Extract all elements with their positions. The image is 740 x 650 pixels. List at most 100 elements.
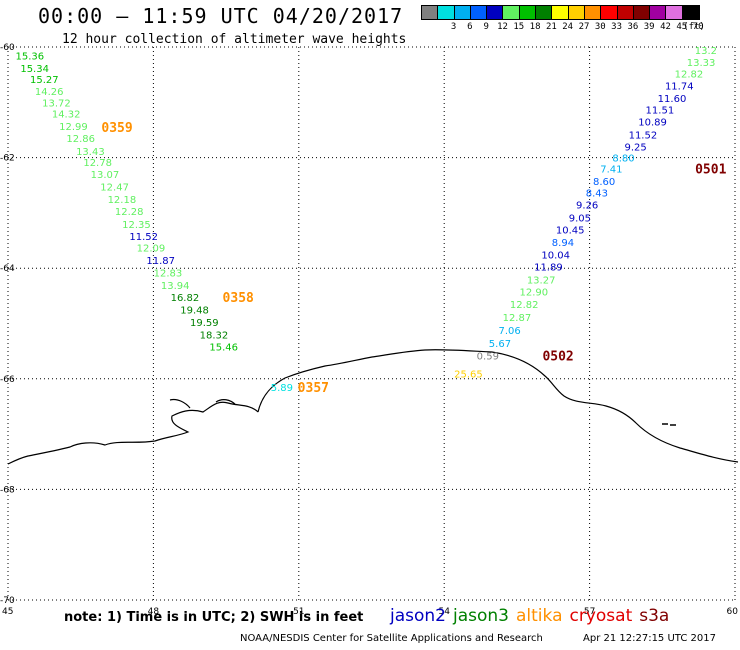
lon-tick-label: 57 bbox=[584, 607, 595, 617]
legend-label: 39 bbox=[643, 22, 655, 32]
legend-label: 15 bbox=[513, 22, 525, 32]
graticule bbox=[7, 46, 736, 601]
wave-height-value: 14.26 bbox=[35, 87, 64, 98]
wave-height-value: 10.04 bbox=[541, 250, 570, 261]
satellite-name: altika bbox=[516, 606, 563, 626]
map-subtitle: 12 hour collection of altimeter wave hei… bbox=[62, 32, 407, 47]
wave-height-value: 12.28 bbox=[115, 207, 144, 218]
legend-labels: 3 6 9 12 15 18 21 24 27 30 33 36 39 42 45 70 (ft) bbox=[421, 20, 705, 34]
wave-height-value: 11.52 bbox=[629, 130, 658, 141]
wave-height-value: 12.90 bbox=[520, 287, 549, 298]
map-title: 00:00 – 11:59 UTC 04/20/2017 bbox=[38, 4, 404, 28]
legend-label: 9 bbox=[483, 22, 489, 32]
wave-height-value: 12.82 bbox=[510, 300, 539, 311]
satellite-name: jason2 bbox=[390, 606, 446, 626]
wave-height-value: 10.45 bbox=[556, 225, 585, 236]
satellite-legend: jason2 jason3 altika cryosat s3a bbox=[390, 606, 676, 626]
legend-label: 36 bbox=[627, 22, 639, 32]
wave-height-value: 11.89 bbox=[534, 263, 563, 274]
wave-height-value: 13.43 bbox=[76, 147, 105, 158]
pass-time-label: 0359 bbox=[101, 121, 132, 136]
legend-label: 3 bbox=[450, 22, 457, 32]
lon-tick-label: 51 bbox=[293, 607, 304, 617]
lat-tick-label: -64 bbox=[0, 264, 15, 274]
legend-label: 30 bbox=[594, 22, 606, 32]
legend-label: 27 bbox=[578, 22, 590, 32]
antarctic-coastline bbox=[7, 349, 739, 465]
legend-swatch bbox=[536, 6, 553, 19]
wave-height-value: 13.2 bbox=[695, 46, 717, 57]
legend-swatch bbox=[617, 6, 634, 19]
wave-height-value: 12.09 bbox=[137, 244, 166, 255]
legend-swatch bbox=[438, 6, 455, 19]
wave-height-value: 12.87 bbox=[503, 313, 532, 324]
footnote: note: 1) Time is in UTC; 2) SWH is in fe… bbox=[64, 610, 364, 625]
lon-tick-label: 60 bbox=[727, 607, 739, 617]
wave-height-value: 11.87 bbox=[146, 256, 175, 267]
wave-height-value: 14.32 bbox=[52, 109, 81, 120]
legend-swatch bbox=[519, 6, 537, 19]
wave-height-value: 7.41 bbox=[600, 165, 622, 176]
wave-height-value: 0.59 bbox=[477, 352, 499, 363]
legend-swatch bbox=[487, 6, 504, 19]
wave-height-value: 8.60 bbox=[593, 177, 615, 188]
pass-time-label: 0358 bbox=[223, 291, 254, 306]
legend-swatch bbox=[666, 6, 683, 19]
lon-tick-label: 48 bbox=[148, 607, 160, 617]
wave-height-value: 13.94 bbox=[161, 281, 190, 292]
lat-tick-label: -70 bbox=[0, 596, 15, 606]
legend-swatch bbox=[650, 6, 667, 19]
wave-height-value: 8.43 bbox=[586, 188, 608, 199]
wave-height-value: 9.25 bbox=[625, 143, 647, 154]
pass-time-label: 0502 bbox=[542, 350, 573, 365]
wave-height-value: 5.67 bbox=[489, 339, 511, 350]
legend-label: 18 bbox=[529, 22, 541, 32]
wave-height-value: 8.80 bbox=[612, 154, 634, 165]
pass-time-label: 0357 bbox=[298, 381, 329, 396]
wave-height-value: 13.72 bbox=[42, 98, 71, 109]
legend-label: 6 bbox=[467, 22, 473, 32]
wave-height-value: 12.83 bbox=[154, 269, 183, 280]
wave-height-value: 12.47 bbox=[100, 182, 129, 193]
satellite-name: s3a bbox=[639, 606, 670, 626]
legend-swatch bbox=[422, 6, 439, 19]
wave-height-value: 12.18 bbox=[108, 195, 137, 206]
pass-time-label: 0501 bbox=[695, 163, 726, 178]
legend-swatch bbox=[584, 6, 602, 19]
generation-timestamp: Apr 21 12:27:15 UTC 2017 bbox=[583, 633, 716, 644]
legend-swatch bbox=[568, 6, 585, 19]
lon-tick-label: 45 bbox=[2, 607, 13, 617]
satellite-name: cryosat bbox=[569, 606, 633, 626]
legend-swatch bbox=[633, 6, 651, 19]
wave-height-value: 15.27 bbox=[30, 75, 59, 86]
wave-height-value: 19.59 bbox=[190, 318, 219, 329]
wave-height-value: 12.82 bbox=[675, 70, 704, 81]
wave-height-value: 13.07 bbox=[91, 170, 120, 181]
wave-height-value: 18.32 bbox=[200, 331, 229, 342]
wave-height-value: 12.78 bbox=[83, 158, 112, 169]
wave-height-value: 15.36 bbox=[15, 51, 44, 62]
wave-height-value: 5.89 bbox=[271, 383, 293, 394]
wave-height-value: 13.27 bbox=[527, 275, 556, 286]
wave-height-value: 12.99 bbox=[59, 122, 88, 133]
legend-swatch bbox=[552, 6, 569, 19]
color-legend: 3 6 9 12 15 18 21 24 27 30 33 36 39 42 45 70 (ft) bbox=[421, 5, 705, 34]
wave-height-value: 9.05 bbox=[569, 213, 591, 224]
legend-label: 33 bbox=[611, 22, 623, 32]
legend-label: 24 bbox=[562, 22, 574, 32]
lat-tick-label: -66 bbox=[0, 375, 15, 385]
axis-ticks: 45 48 51 54 57 60 -60 -62 -64 -66 -68 -70 bbox=[0, 43, 738, 617]
legend-label: 42 bbox=[660, 22, 671, 32]
satellite-name: jason3 bbox=[453, 606, 509, 626]
wave-height-value: 7.06 bbox=[498, 326, 520, 337]
legend-label: 45 bbox=[676, 22, 688, 32]
legend-label: 70 bbox=[692, 22, 704, 32]
lat-tick-label: -68 bbox=[0, 485, 15, 495]
wave-height-value: 9.26 bbox=[576, 201, 598, 212]
wave-height-value: 19.48 bbox=[180, 306, 209, 317]
wave-height-value: 11.74 bbox=[665, 82, 694, 93]
legend-unit: (ft) bbox=[683, 22, 705, 32]
legend-swatch bbox=[503, 6, 520, 19]
